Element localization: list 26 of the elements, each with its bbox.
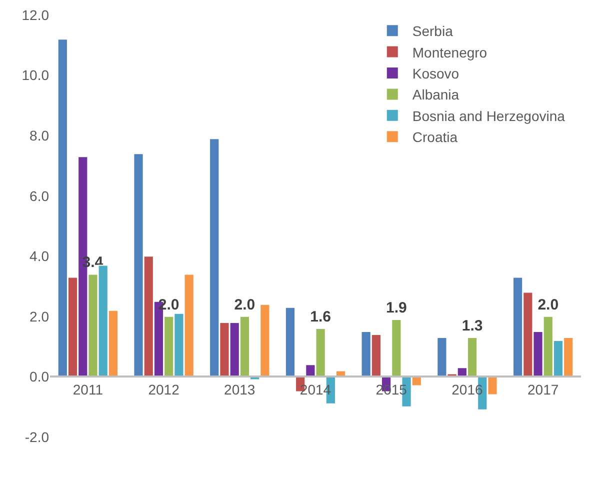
- legend-label: Montenegro: [412, 44, 488, 60]
- data-label: 1.9: [386, 299, 407, 316]
- bar: [391, 318, 402, 378]
- y-tick-label: -2.0: [24, 428, 50, 445]
- data-label: 2.0: [234, 296, 256, 314]
- y-tick-label: 2.0: [30, 308, 50, 324]
- data-label: 2.0: [538, 296, 559, 314]
- data-label: 1.3: [462, 318, 483, 335]
- y-tick-label: 4.0: [30, 248, 50, 264]
- y-tick-label: 10.0: [22, 67, 50, 84]
- x-tick-label: 2012: [148, 382, 180, 398]
- legend-label: Croatia: [412, 129, 458, 146]
- bar: [284, 306, 296, 378]
- data-label: 1.6: [310, 308, 331, 326]
- x-tick-label: 2017: [527, 382, 559, 398]
- legend-label: Serbia: [412, 23, 454, 40]
- bar: [260, 304, 270, 378]
- legend-label: Kosovo: [412, 65, 460, 82]
- legend-label: Bosnia and Herzegovina: [412, 108, 566, 124]
- y-tick-label: 8.0: [30, 127, 50, 144]
- y-tick-label: 12.0: [22, 6, 50, 23]
- y-tick-label: 6.0: [30, 188, 50, 204]
- y-tick-label: 0.0: [30, 368, 50, 385]
- x-tick-label: 2011: [72, 382, 104, 398]
- x-tick-label: 2013: [224, 382, 256, 398]
- legend-label: Albania: [412, 86, 460, 103]
